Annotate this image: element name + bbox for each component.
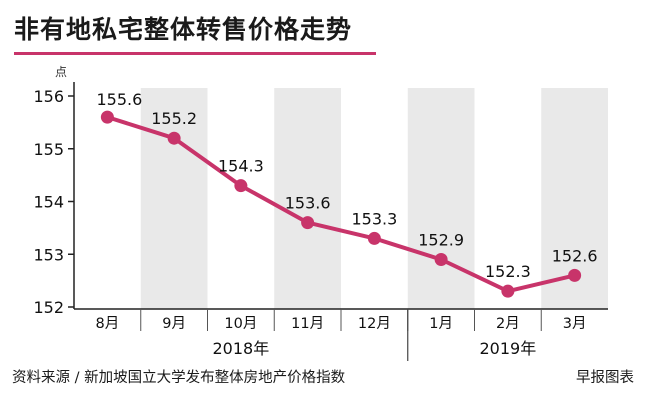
chart-title: 非有地私宅整体转售价格走势 xyxy=(14,15,353,44)
x-tick-label: 10月 xyxy=(224,316,257,332)
source-note: 资料来源 / 新加坡国立大学发布整体房地产价格指数 xyxy=(12,370,346,386)
data-label: 154.3 xyxy=(218,157,264,176)
chart-credit: 早报图表 xyxy=(576,370,634,386)
x-tick-label: 9月 xyxy=(162,316,186,332)
data-label: 152.3 xyxy=(485,262,531,281)
x-tick-label: 1月 xyxy=(429,316,453,332)
y-tick-label: 153 xyxy=(33,245,64,264)
x-tick-label: 3月 xyxy=(563,316,587,332)
data-label: 152.9 xyxy=(418,231,464,250)
data-point xyxy=(434,253,448,267)
x-tick-label: 12月 xyxy=(358,316,391,332)
data-point xyxy=(568,268,582,282)
data-point xyxy=(367,231,381,245)
x-tick-label: 2月 xyxy=(496,316,520,332)
year-label: 2018年 xyxy=(213,339,270,358)
title-underline xyxy=(14,52,376,55)
y-tick-label: 152 xyxy=(33,298,64,317)
data-label: 153.3 xyxy=(351,209,397,228)
data-point xyxy=(301,216,315,230)
year-label: 2019年 xyxy=(480,339,537,358)
shaded-band xyxy=(140,88,208,309)
data-label: 155.6 xyxy=(96,90,142,109)
y-unit-label: 点 xyxy=(55,65,67,79)
data-point xyxy=(167,131,181,145)
shaded-band xyxy=(407,88,475,309)
y-tick-label: 155 xyxy=(33,140,64,159)
series-line xyxy=(106,115,576,294)
data-point xyxy=(501,284,515,298)
data-point xyxy=(100,110,114,124)
data-label: 155.2 xyxy=(151,109,197,128)
x-tick-label: 11月 xyxy=(291,316,324,332)
shaded-band xyxy=(274,88,341,309)
data-label: 153.6 xyxy=(285,194,331,213)
y-tick-label: 156 xyxy=(33,87,64,106)
data-point xyxy=(234,179,248,193)
y-tick-label: 154 xyxy=(33,193,64,212)
x-tick-label: 8月 xyxy=(96,316,120,332)
data-label: 152.6 xyxy=(552,246,598,265)
